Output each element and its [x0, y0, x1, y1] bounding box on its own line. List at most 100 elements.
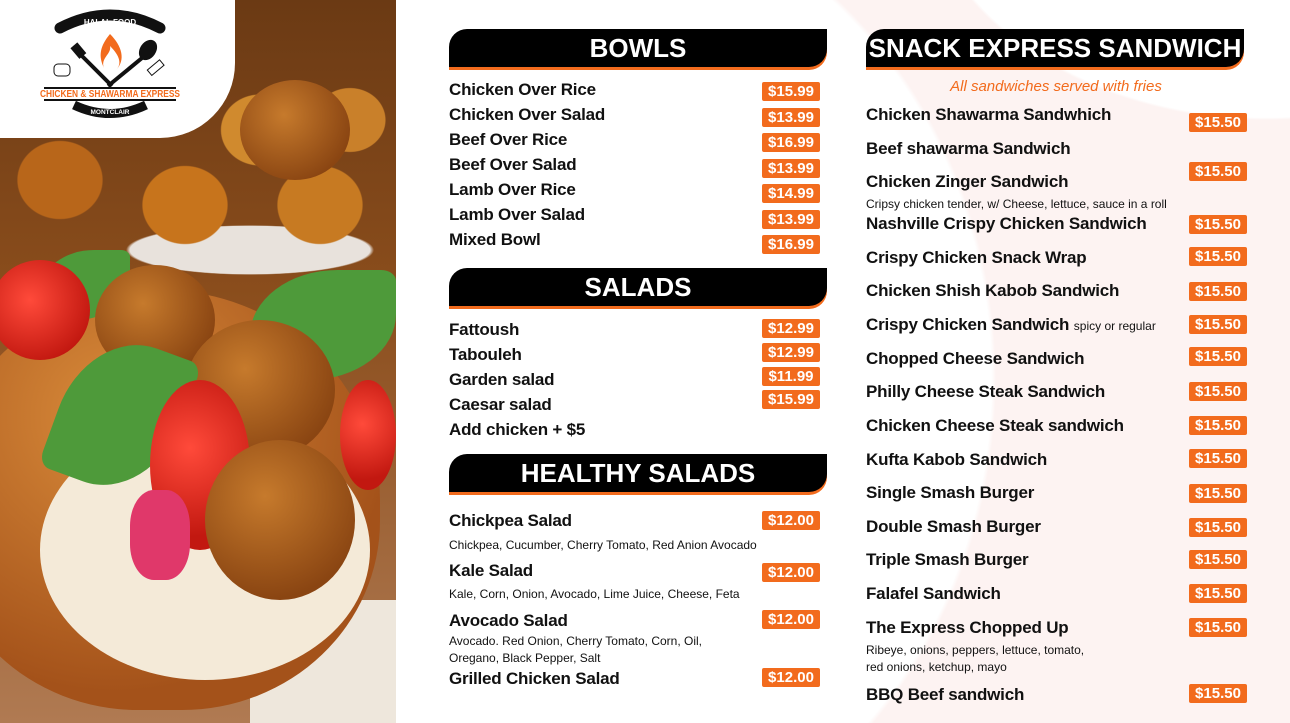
price-badge: $14.99 [762, 184, 820, 203]
item-name: Double Smash Burger [866, 517, 1041, 536]
menu-item-name: Chicken Shawarma Sandwhich [866, 105, 1111, 125]
sandwiches-header: SNACK EXPRESS SANDWICH [866, 29, 1244, 67]
price-badge: $12.00 [762, 668, 820, 687]
price-badge: $16.99 [762, 235, 820, 254]
healthy-salads-header: HEALTHY SALADS [449, 454, 827, 492]
item-name: Triple Smash Burger [866, 550, 1029, 569]
price-badge: $15.50 [1189, 382, 1247, 401]
menu-item-name: Falafel Sandwich [866, 584, 1001, 604]
price-badge: $15.50 [1189, 247, 1247, 266]
item-name: Chicken Cheese Steak sandwich [866, 416, 1124, 435]
sandwiches-subtitle: All sandwiches served with fries [950, 78, 1162, 95]
item-description: Oregano, Black Pepper, Salt [449, 651, 601, 665]
logo-location-text: MONTCLAIR [91, 109, 130, 116]
price-badge: $12.99 [762, 343, 820, 362]
menu-item-name: Chopped Cheese Sandwich [866, 349, 1085, 369]
item-name: Chicken Over Salad [449, 105, 606, 124]
price-badge: $12.00 [762, 511, 820, 530]
price-badge: $15.50 [1189, 113, 1247, 132]
menu-item-name: Philly Cheese Steak Sandwich [866, 382, 1105, 402]
menu-item-name: Mixed Bowl [449, 230, 541, 250]
price-badge: $11.99 [762, 367, 820, 386]
menu-item-name: Chicken Cheese Steak sandwich [866, 416, 1124, 436]
menu-item-name: Nashville Crispy Chicken Sandwich [866, 214, 1147, 234]
item-name: Caesar salad [449, 395, 552, 414]
item-name: Avocado Salad [449, 611, 568, 630]
item-name: Fattoush [449, 320, 520, 339]
menu-item-name: Fattoush [449, 320, 519, 340]
bowls-header: BOWLS [449, 29, 827, 67]
menu-item-name: Chicken Over Rice [449, 80, 596, 100]
restaurant-logo: HALAL FOOD CHICKEN & SHAWARMA EXPRESS MO… [40, 9, 180, 118]
menu-item-name: Lamb Over Rice [449, 180, 576, 200]
item-name: Lamb Over Salad [449, 205, 585, 224]
item-name: Mixed Bowl [449, 230, 541, 249]
price-badge: $15.50 [1189, 618, 1247, 637]
logo-top-text: HALAL FOOD [84, 18, 137, 27]
item-name: Chopped Cheese Sandwich [866, 349, 1085, 368]
item-name: Kale Salad [449, 561, 533, 580]
menu-item-name: Chickpea Salad [449, 511, 572, 531]
item-name: Crispy Chicken Sandwich [866, 315, 1070, 334]
logo-name-text: CHICKEN & SHAWARMA EXPRESS [40, 88, 180, 100]
price-badge: $16.99 [762, 133, 820, 152]
item-name: Add chicken + $5 [449, 420, 586, 439]
item-name: Crispy Chicken Snack Wrap [866, 248, 1087, 267]
item-description: Avocado. Red Onion, Cherry Tomato, Corn,… [449, 634, 703, 648]
menu-item-name: Chicken Shish Kabob Sandwich [866, 281, 1119, 301]
price-badge: $12.00 [762, 563, 820, 582]
logo-area: HALAL FOOD CHICKEN & SHAWARMA EXPRESS MO… [0, 0, 235, 138]
menu-item-name: Caesar salad [449, 395, 552, 415]
item-description: Chickpea, Cucumber, Cherry Tomato, Red A… [449, 538, 757, 552]
menu-item-name: Double Smash Burger [866, 517, 1041, 537]
price-badge: $13.99 [762, 159, 820, 178]
price-badge: $15.50 [1189, 484, 1247, 503]
menu-item-name: Kale Salad [449, 561, 533, 581]
item-description: red onions, ketchup, mayo [866, 660, 1007, 674]
menu-item-name: Tabouleh [449, 345, 522, 365]
price-badge: $12.99 [762, 319, 820, 338]
price-badge: $15.50 [1189, 315, 1247, 334]
price-badge: $15.99 [762, 390, 820, 409]
item-name: The Express Chopped Up [866, 618, 1069, 637]
price-badge: $15.50 [1189, 162, 1247, 181]
price-badge: $15.50 [1189, 282, 1247, 301]
item-name: Falafel Sandwich [866, 584, 1001, 603]
item-name: Nashville Crispy Chicken Sandwich [866, 214, 1147, 233]
price-badge: $15.50 [1189, 518, 1247, 537]
item-name: Kufta Kabob Sandwich [866, 450, 1048, 469]
menu-item-name: Avocado Salad [449, 611, 568, 631]
item-name: BBQ Beef sandwich [866, 685, 1025, 704]
menu-item-name: Beef shawarma Sandwich [866, 139, 1071, 159]
price-badge: $13.99 [762, 108, 820, 127]
item-name: Beef Over Rice [449, 130, 568, 149]
menu-item-name: Kufta Kabob Sandwich [866, 450, 1047, 470]
menu-item-name: The Express Chopped Up [866, 618, 1069, 638]
item-name: Single Smash Burger [866, 483, 1035, 502]
item-note: spicy or regular [1073, 319, 1156, 333]
salads-header: SALADS [449, 268, 827, 306]
price-badge: $12.00 [762, 610, 820, 629]
menu-item-name: Triple Smash Burger [866, 550, 1029, 570]
menu-item-name: Crispy Chicken Snack Wrap [866, 248, 1087, 268]
item-name: Tabouleh [449, 345, 522, 364]
menu-item-name: Beef Over Salad [449, 155, 577, 175]
price-badge: $15.50 [1189, 684, 1247, 703]
item-name: Garden salad [449, 370, 555, 389]
menu-item-name: Beef Over Rice [449, 130, 567, 150]
item-name: Philly Cheese Steak Sandwich [866, 382, 1106, 401]
item-description: Kale, Corn, Onion, Avocado, Lime Juice, … [449, 587, 740, 601]
price-badge: $13.99 [762, 210, 820, 229]
item-description: Ribeye, onions, peppers, lettuce, tomato… [866, 643, 1085, 657]
price-badge: $15.50 [1189, 347, 1247, 366]
item-name: Beef shawarma Sandwich [866, 139, 1071, 158]
item-name: Grilled Chicken Salad [449, 669, 620, 688]
item-name: Chicken Shawarma Sandwhich [866, 105, 1112, 124]
item-description: Cripsy chicken tender, w/ Cheese, lettuc… [866, 197, 1167, 211]
price-badge: $15.50 [1189, 584, 1247, 603]
menu-item-name: Add chicken + $5 [449, 420, 585, 440]
background [396, 0, 1290, 723]
menu-item-name: Grilled Chicken Salad [449, 669, 620, 689]
menu-item-name: Chicken Zinger Sandwich [866, 172, 1068, 192]
menu-item-name: BBQ Beef sandwich [866, 685, 1024, 705]
